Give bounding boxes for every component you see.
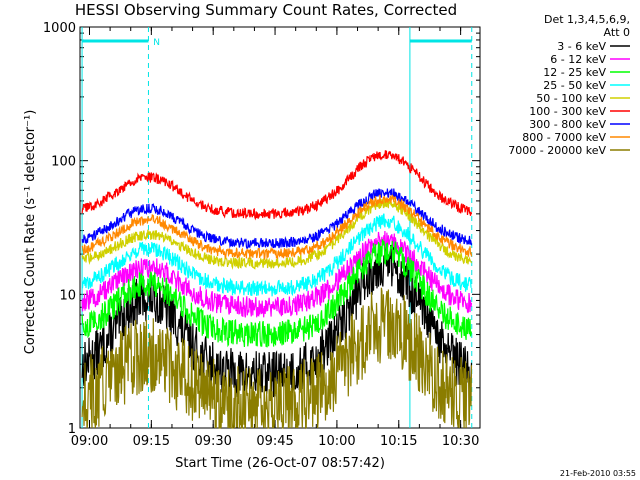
x-tick-label: 10:00 (318, 434, 355, 449)
legend-header-line-1: Det 1,3,4,5,6,9, (544, 13, 630, 26)
x-axis-label: Start Time (26-Oct-07 08:57:42) (175, 456, 385, 471)
plot-area: 1 10 100 1000 09:00 09:15 09:30 09:45 10:00 10:15… (43, 21, 481, 449)
y-axis-label: Corrected Count Rate (s⁻¹ detector⁻¹) (23, 110, 38, 355)
y-tick-label: 1000 (43, 21, 76, 36)
night-flag-label: N (153, 38, 160, 48)
series-line-5 (81, 150, 473, 221)
series-line-6 (81, 188, 473, 249)
x-tick-label: 09:30 (194, 434, 231, 449)
legend-label: 12 - 25 keV (543, 66, 606, 79)
legend-label: 50 - 100 keV (536, 92, 606, 105)
y-tick-label: 100 (51, 155, 76, 170)
series-line-2 (81, 239, 473, 348)
x-tick-label: 09:15 (133, 434, 170, 449)
series-line-7 (81, 194, 473, 261)
series-line-4 (81, 197, 473, 270)
x-tick-label: 10:30 (442, 434, 479, 449)
legend-header-line-2: Att 0 (604, 26, 630, 39)
x-tick-label: 10:15 (380, 434, 417, 449)
x-tick-label: 09:00 (71, 434, 108, 449)
y-tick-label: 1 (68, 422, 76, 437)
chart-title: HESSI Observing Summary Count Rates, Cor… (75, 1, 457, 19)
series-line-1 (81, 230, 473, 318)
legend-label: 100 - 300 keV (529, 105, 606, 118)
legend-label: 6 - 12 keV (550, 53, 606, 66)
footer-timestamp: 21-Feb-2010 03:55 (560, 469, 636, 478)
legend-label: 25 - 50 keV (543, 79, 606, 92)
legend-label: 7000 - 20000 keV (508, 144, 606, 157)
plot-frame (79, 26, 481, 429)
legend-label: 300 - 800 keV (529, 118, 606, 131)
series-line-3 (81, 213, 472, 297)
legend-label: 3 - 6 keV (557, 40, 606, 53)
x-tick-label: 09:45 (256, 434, 293, 449)
legend-label: 800 - 7000 keV (522, 131, 606, 144)
y-tick-label: 10 (59, 288, 76, 303)
series-line-8 (81, 287, 473, 430)
